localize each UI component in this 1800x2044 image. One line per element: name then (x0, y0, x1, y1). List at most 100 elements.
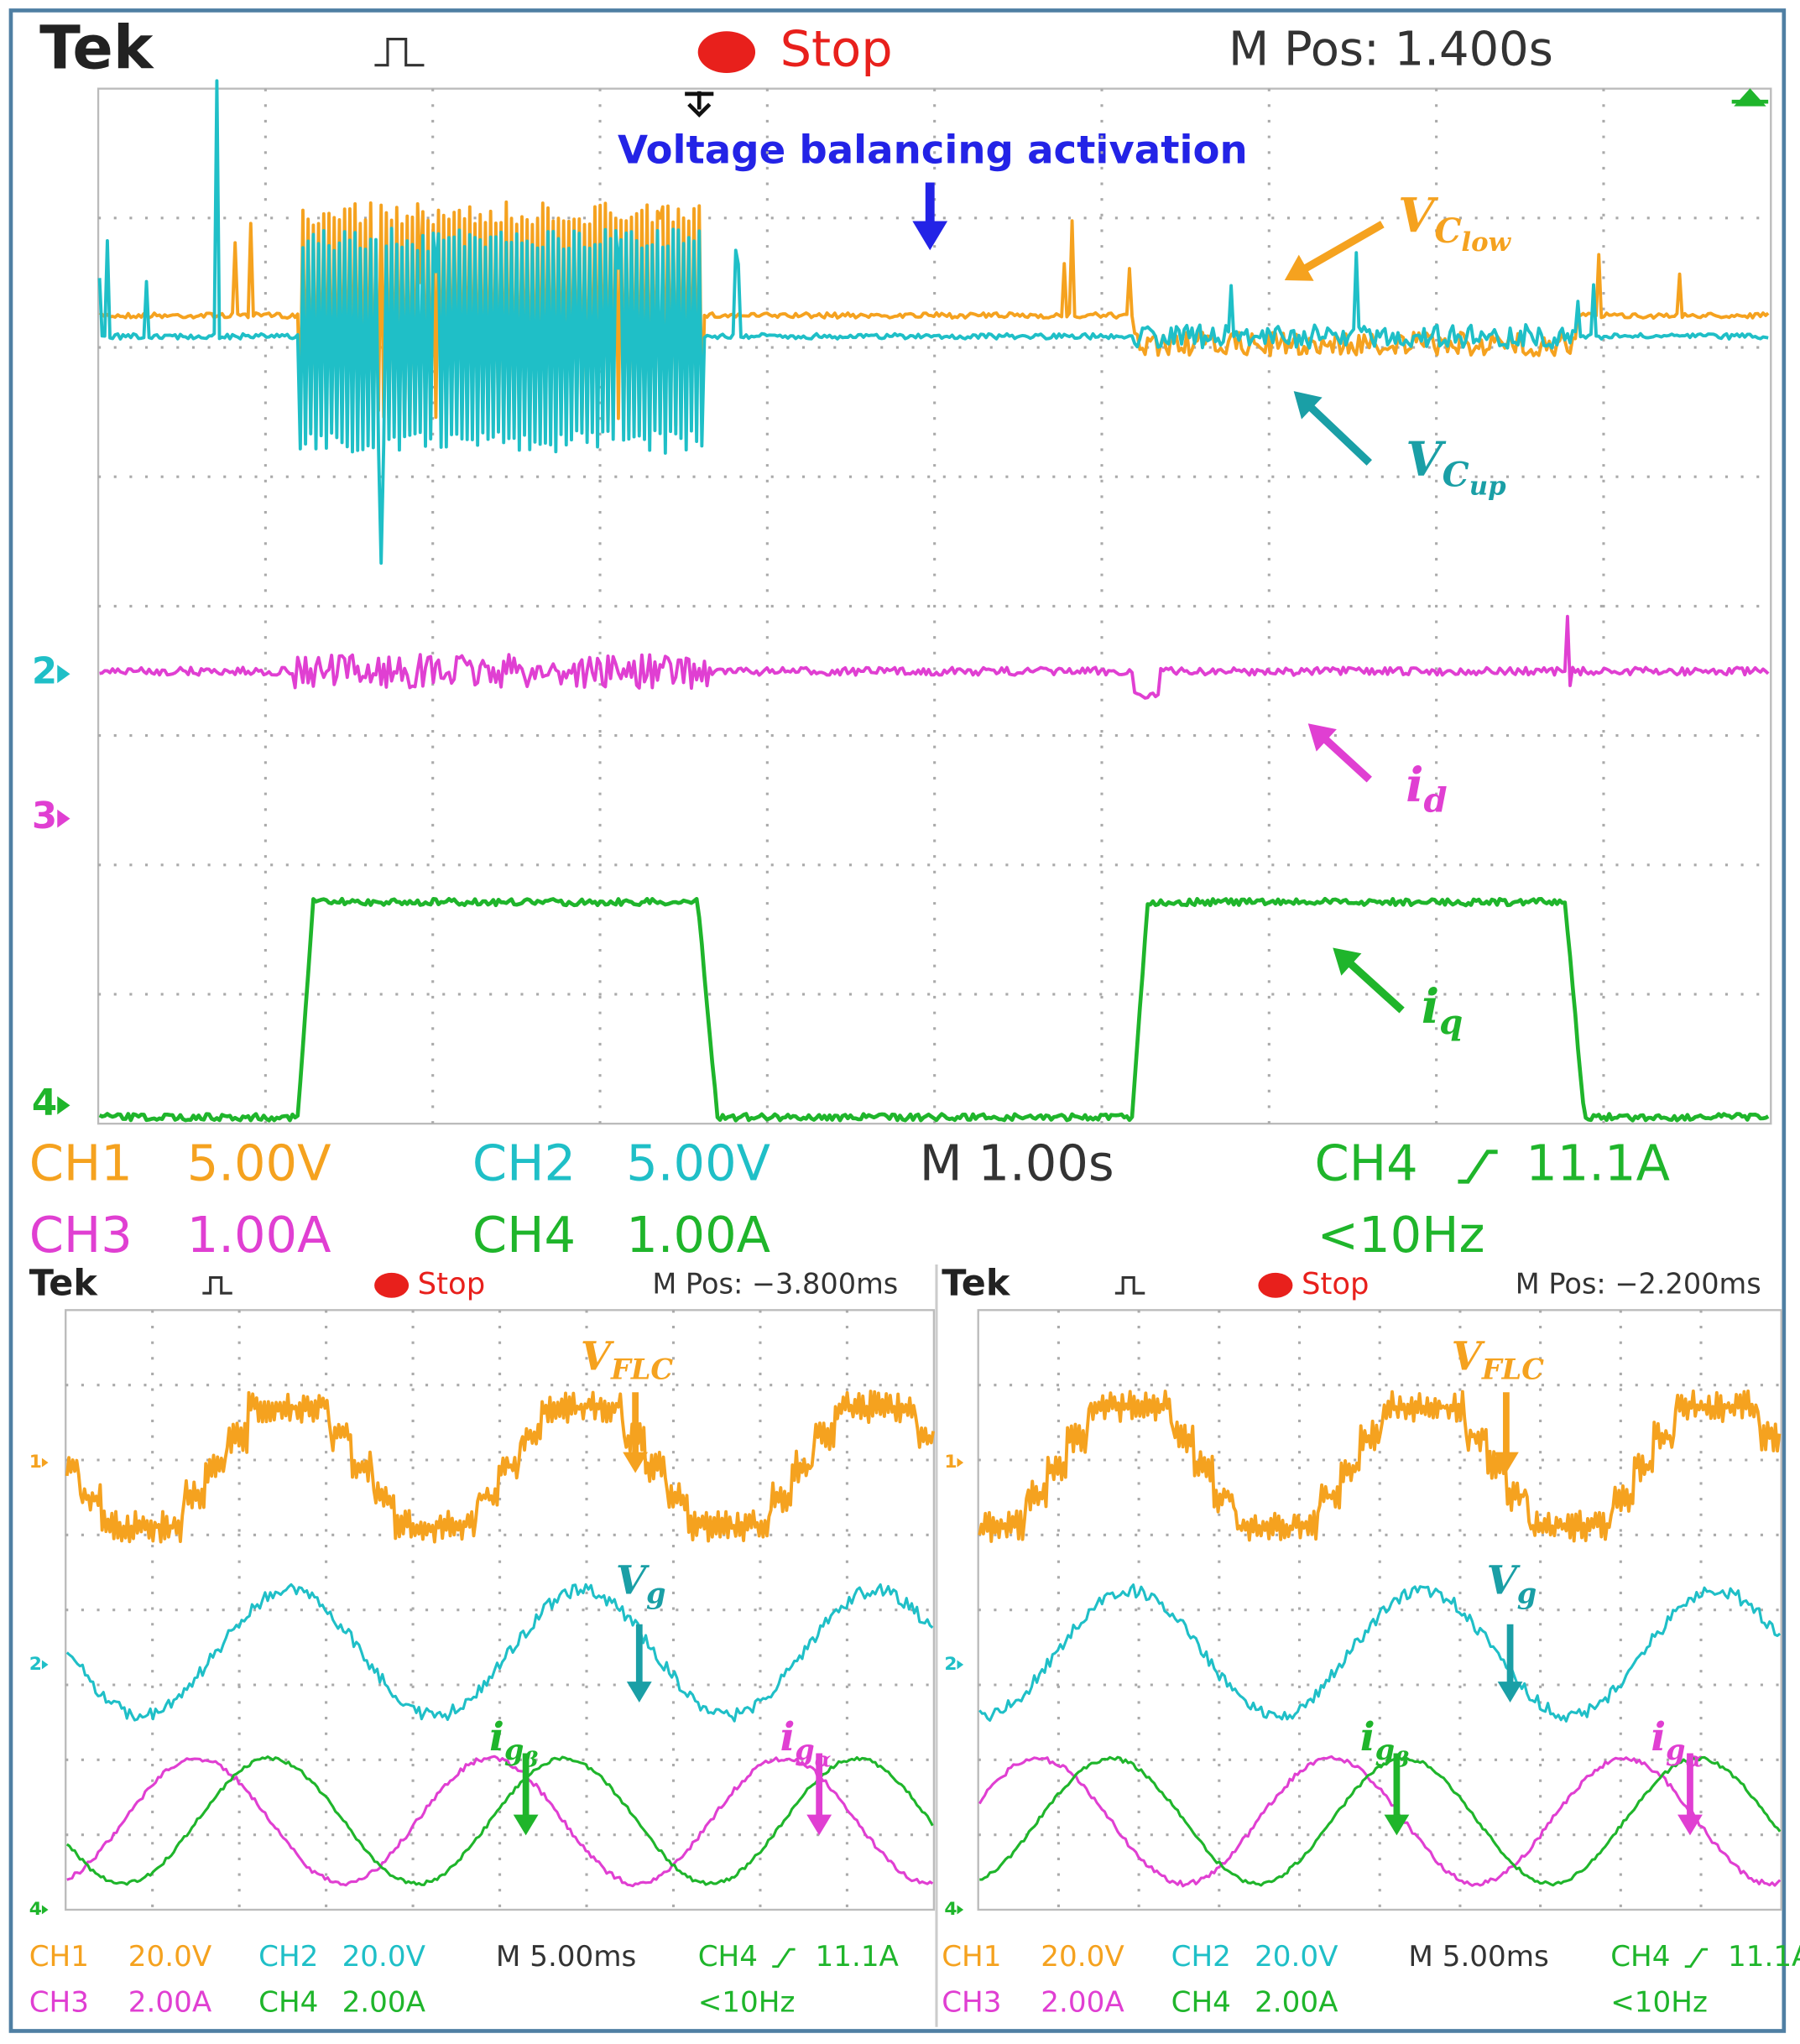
label-subsub: low (1461, 227, 1511, 258)
channel-readout: CH1 (29, 1940, 89, 1974)
marker-arrow (41, 1660, 49, 1670)
label-sub: C (1434, 211, 1461, 250)
waveform-igb (65, 1755, 934, 1886)
slope-icon (1684, 1948, 1709, 1968)
channel-marker: 3 (32, 795, 57, 837)
channel-readout: 2.00A (128, 1985, 212, 2019)
label-base: V (616, 1557, 650, 1603)
callout: Voltage balancing activation (618, 127, 1248, 172)
channel-readout: CH4 (258, 1985, 318, 2019)
marker-arrow (41, 1457, 49, 1468)
channel-readout: 5.00V (187, 1134, 331, 1192)
channel-readout: CH4 (1610, 1940, 1670, 1974)
trigger-pos (685, 91, 714, 118)
waveform-label: Vg (1487, 1557, 1537, 1610)
channel-readout: M 5.00ms (1408, 1940, 1548, 1974)
channel-marker: 4 (32, 1082, 57, 1124)
waveform-id (99, 614, 1770, 700)
arrow-head (1284, 254, 1314, 281)
label-sub: g (1666, 1733, 1685, 1766)
label-sub: g (795, 1733, 814, 1766)
channel-readout: 5.00V (626, 1134, 770, 1192)
waveform-iq (98, 896, 1770, 1123)
channel-readout: CH3 (942, 1985, 1001, 2019)
channel-marker: 2 (944, 1654, 957, 1675)
trigger-level (1731, 88, 1769, 107)
channel-readout: CH1 (29, 1134, 133, 1192)
arrow-head (1307, 723, 1337, 752)
marker-arrow (57, 665, 70, 684)
arrow-head (623, 1452, 649, 1473)
label-subsub: up (1469, 471, 1506, 501)
arrow-head (912, 221, 948, 251)
time-position: M Pos: −3.800ms (652, 1267, 898, 1300)
stop-indicator (1258, 1272, 1293, 1298)
label-base: V (1398, 188, 1439, 243)
label-base: V (1452, 1332, 1486, 1379)
channel-readout: 1.00A (187, 1206, 331, 1264)
label-sub: FLC (610, 1352, 673, 1385)
brand: Tek (39, 13, 154, 83)
trigger-icon (202, 1275, 232, 1295)
arrow-head (1497, 1682, 1523, 1702)
marker-arrow (57, 809, 70, 828)
run-status: Stop (1302, 1267, 1369, 1301)
channel-readout: <10Hz (1610, 1985, 1708, 2019)
stop-indicator (697, 31, 756, 73)
channel-readout: 11.1A (1526, 1134, 1670, 1192)
run-status: Stop (780, 19, 893, 77)
label-base: i (780, 1713, 796, 1760)
waveform-vg (978, 1583, 1782, 1723)
channel-readout: CH3 (29, 1985, 89, 2019)
label-sub: g (1517, 1577, 1537, 1610)
waveform-vg (65, 1583, 934, 1723)
waveform-vflc (978, 1390, 1782, 1543)
label-sub: C (1443, 455, 1469, 494)
arrow-shaft (1300, 221, 1385, 274)
channel-readout: M 1.00s (920, 1134, 1114, 1192)
time-position: M Pos: 1.400s (1229, 22, 1553, 76)
channel-marker: 2 (32, 651, 57, 693)
channel-readout: 2.00A (1041, 1985, 1124, 2019)
run-status: Stop (418, 1267, 486, 1301)
label-sub: q (1439, 1002, 1463, 1041)
arrow-shaft (1344, 958, 1405, 1014)
channel-readout: 2.00A (342, 1985, 426, 2019)
waveform-label: VCup (1406, 431, 1506, 501)
arrow-shaft (1320, 733, 1372, 783)
channel-readout: 11.1A (1728, 1940, 1800, 1974)
label-base: i (1422, 979, 1439, 1035)
channel-marker: 1 (29, 1452, 42, 1473)
channel-marker: 2 (29, 1654, 42, 1675)
arrow-head (1293, 391, 1323, 420)
marker-arrow (41, 1905, 49, 1915)
waveform-vflc (65, 1390, 936, 1544)
waveform-igb (979, 1755, 1782, 1887)
channel-readout: <10Hz (698, 1985, 796, 2019)
arrow-head (1677, 1814, 1703, 1836)
channel-readout: 1.00A (626, 1206, 770, 1264)
label-sub: g (504, 1733, 524, 1766)
arrow-head (513, 1814, 539, 1836)
arrow-head (1384, 1814, 1410, 1836)
marker-arrow (957, 1660, 964, 1670)
marker-arrow (957, 1905, 964, 1915)
waveform-vcup (97, 79, 1769, 566)
frame (8, 8, 1787, 2033)
channel-readout: M 5.00ms (496, 1940, 636, 1974)
waveform-label: igβ (1360, 1713, 1409, 1772)
trigger-icon (1114, 1275, 1145, 1295)
waveform-iga (978, 1755, 1782, 1888)
time-position: M Pos: −2.200ms (1516, 1267, 1761, 1300)
plot-border (977, 1309, 1782, 1911)
arrow-head (1493, 1452, 1519, 1473)
marker-arrow (957, 1457, 964, 1468)
label-sub: d (1424, 780, 1448, 820)
channel-readout: CH4 (698, 1940, 758, 1974)
channel-marker: 1 (944, 1452, 957, 1473)
slope-icon (772, 1948, 796, 1968)
trigger-icon (374, 38, 425, 67)
waveform-label: VFLC (1452, 1332, 1545, 1385)
